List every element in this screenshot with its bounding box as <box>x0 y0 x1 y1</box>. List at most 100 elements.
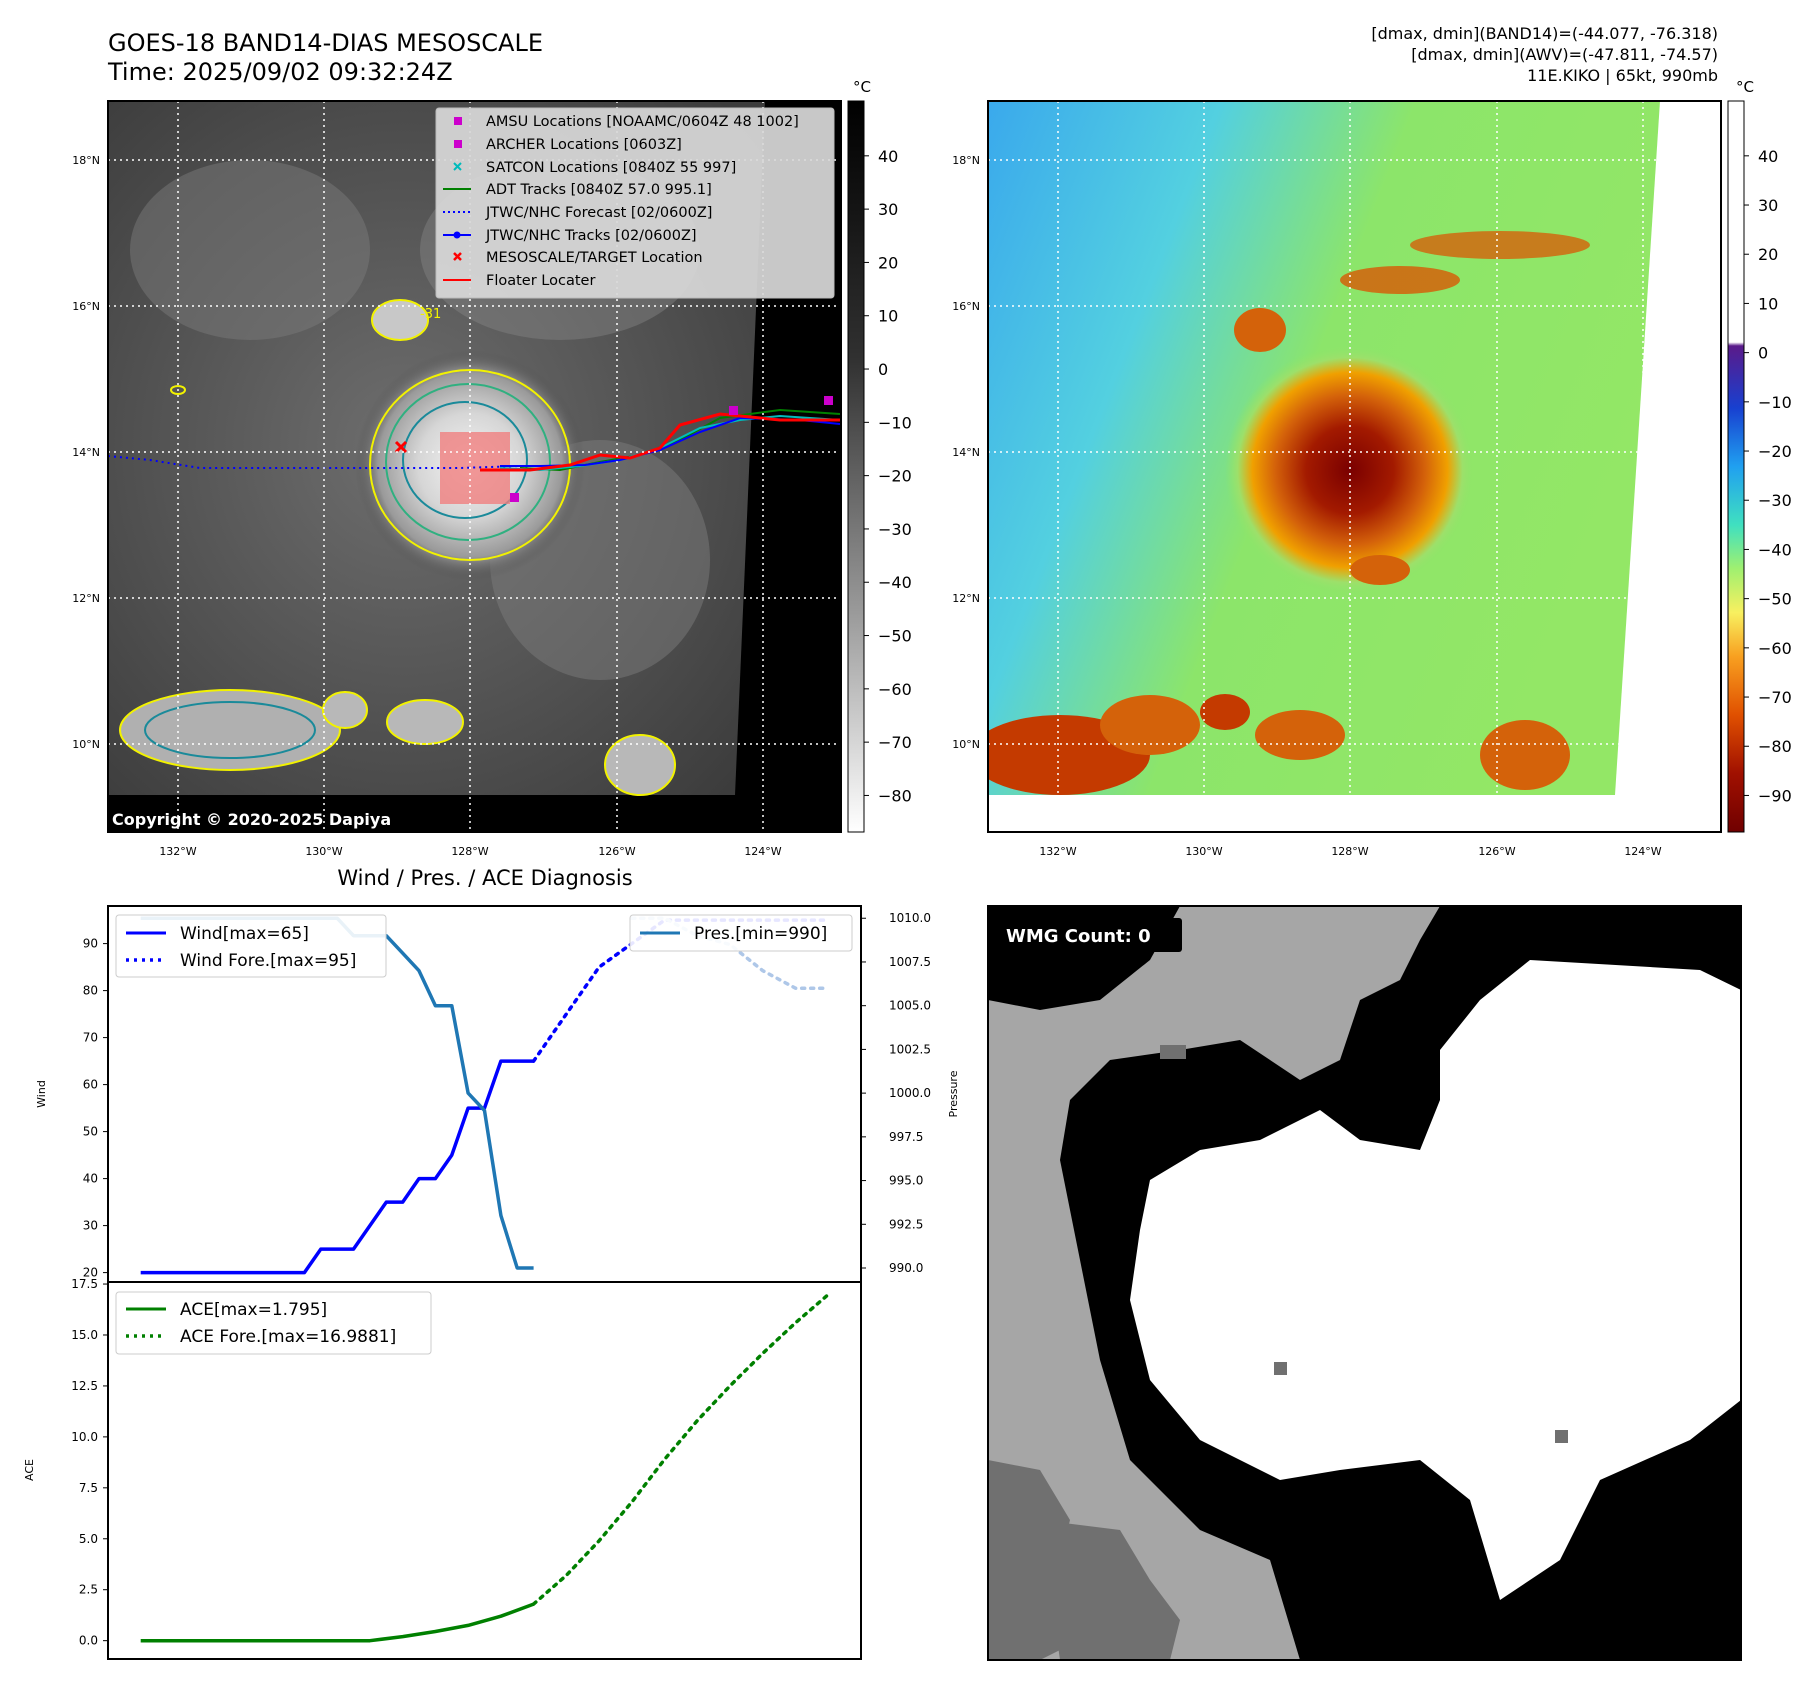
legend-label: JTWC/NHC Tracks [02/0600Z] <box>485 228 697 244</box>
map2-frame <box>987 100 1722 833</box>
storm-info: 11E.KIKO | 65kt, 990mb <box>1527 66 1718 85</box>
legend-label: JTWC/NHC Forecast [02/0600Z] <box>485 205 712 221</box>
ace-y-tick-label: 12.5 <box>71 1379 98 1393</box>
convective-cell <box>1410 231 1590 259</box>
ace-y-tick-label: 15.0 <box>71 1328 98 1342</box>
convective-cell <box>1100 695 1200 755</box>
colorbar-color-tick-label: −80 <box>1758 737 1792 756</box>
colorbar-gray-tick-label: −50 <box>878 627 912 646</box>
pressure-y-tick-label: 1005.0 <box>889 999 931 1013</box>
map-legend: AMSU Locations [NOAAMC/0604Z 48 1002] AR… <box>435 107 835 299</box>
ace-y-tick-label: 7.5 <box>79 1481 98 1495</box>
legend-dot-marker <box>453 231 461 239</box>
lon-label: 132°W <box>159 845 196 858</box>
pressure-y-tick-label: 1010.0 <box>889 911 931 925</box>
wind-legend-box <box>115 914 387 978</box>
contour-cell <box>144 701 316 759</box>
colorbar-gray-tick-label: 30 <box>878 200 898 219</box>
ace-y-tick-label: 0.0 <box>79 1634 98 1648</box>
figure-time: Time: 2025/09/02 09:32:24Z <box>107 58 453 86</box>
legend-x-marker <box>453 252 462 261</box>
archer-marker <box>729 406 738 415</box>
ace-axis-label: ACE <box>23 1459 36 1481</box>
ace-y-tick-label: 2.5 <box>79 1583 98 1597</box>
colorbar-color-tick-label: −90 <box>1758 786 1792 805</box>
legend-square-marker <box>454 140 462 148</box>
legend-label: ARCHER Locations [0603Z] <box>486 137 682 153</box>
lat-label: 16°N <box>72 300 100 313</box>
lon-label: 124°W <box>1624 845 1661 858</box>
colorbar-gray-tick-label: −80 <box>878 786 912 805</box>
pressure-y-tick-label: 995.0 <box>889 1174 923 1188</box>
wind-legend-label: Wind[max=65] <box>180 924 309 944</box>
archer-marker <box>824 396 833 405</box>
wind-y-tick-label: 40 <box>83 1172 98 1186</box>
amsu-marker <box>510 493 519 502</box>
lon-label: 124°W <box>744 845 781 858</box>
wind-y-tick-label: 30 <box>83 1219 98 1233</box>
storm-core-colored <box>1225 345 1475 595</box>
colorbar-color-tick-label: −40 <box>1758 540 1792 559</box>
ace-fore-legend-label: ACE Fore.[max=16.9881] <box>180 1327 396 1347</box>
pressure-y-tick-label: 1007.5 <box>889 955 931 969</box>
map1-frame <box>107 100 842 833</box>
copyright-notice: Copyright © 2020-2025 Dapiya <box>112 810 391 829</box>
legend-x-marker <box>453 162 462 171</box>
wmg-dark-gray-region <box>1040 1520 1180 1660</box>
convective-cell <box>1234 308 1286 352</box>
colorbar-gray-tick-label: −70 <box>878 733 912 752</box>
colorbar-color-tick-label: −50 <box>1758 590 1792 609</box>
lat-label: 10°N <box>72 738 100 751</box>
colorbar-color: °C 40 30 20 10 0 −10 −20 −30 −40 −50 −60 −70 −80 −90 <box>1727 78 1792 833</box>
contour-cell <box>119 689 341 771</box>
colorbar-gray-tick-label: −40 <box>878 573 912 592</box>
legend-square-marker <box>454 117 462 125</box>
wind-y-tick-label: 20 <box>83 1266 98 1280</box>
series-line-pres-fore <box>630 916 831 990</box>
lon-label: 130°W <box>1185 845 1222 858</box>
series-line-ace-fore-max-16-9881 <box>531 1292 831 1606</box>
lon-label: 126°W <box>598 845 635 858</box>
wind-y-tick-label: 90 <box>83 937 98 951</box>
lat-label: 18°N <box>952 154 980 167</box>
pres-legend-box <box>629 914 853 952</box>
contour-cell <box>371 299 429 341</box>
contour-cell <box>604 734 676 796</box>
colorbar-color-tick-label: 40 <box>1758 147 1778 166</box>
wmg-dark-gray-pixel <box>1555 1430 1568 1443</box>
lat-label: 12°N <box>72 592 100 605</box>
colorbar-color-tick-label: 20 <box>1758 245 1778 264</box>
color-map-panel: 18°N 16°N 14°N 12°N 10°N 132°W 130°W 128… <box>952 100 1722 858</box>
diagnosis-title: Wind / Pres. / ACE Diagnosis <box>337 866 632 890</box>
wmg-dark-gray-pixel <box>1160 1045 1186 1059</box>
legend-box <box>435 107 835 299</box>
pressure-y-tick-label: 992.5 <box>889 1217 923 1231</box>
pres-legend-label: Pres.[min=990] <box>694 924 827 944</box>
pressure-y-tick-label: 997.5 <box>889 1130 923 1144</box>
wind-axis-label: Wind <box>35 1080 48 1108</box>
colorbar-color-bar <box>1727 100 1745 833</box>
wind-y-tick-label: 80 <box>83 984 98 998</box>
convective-cell <box>1255 710 1345 760</box>
pressure-y-tick-label: 1002.5 <box>889 1042 931 1056</box>
legend-label: SATCON Locations [0840Z 55 997] <box>486 160 736 176</box>
lat-label: 18°N <box>72 154 100 167</box>
colorbar-color-tick-label: 0 <box>1758 344 1768 363</box>
ace-y-tick-label: 17.5 <box>71 1277 98 1291</box>
colorbar-color-tick-label: −70 <box>1758 688 1792 707</box>
ace-y-tick-label: 10.0 <box>71 1430 98 1444</box>
lon-label: 132°W <box>1039 845 1076 858</box>
legend-label: AMSU Locations [NOAAMC/0604Z 48 1002] <box>486 114 799 130</box>
legend-label: ADT Tracks [0840Z 57.0 995.1] <box>486 182 712 198</box>
contour-cell <box>386 699 464 745</box>
awv-stats: [dmax, dmin](AWV)=(-47.811, -74.57) <box>1411 45 1718 64</box>
colorbar-color-tick-label: −30 <box>1758 491 1792 510</box>
jtwc-forecast-track <box>108 455 521 469</box>
colorbar-color-tick-label: −60 <box>1758 639 1792 658</box>
colorbar-gray-tick-label: −60 <box>878 680 912 699</box>
colorbar-color-tick-label: 10 <box>1758 294 1778 313</box>
ace-legend-label: ACE[max=1.795] <box>180 1300 327 1320</box>
band14-stats: [dmax, dmin](BAND14)=(-44.077, -76.318) <box>1371 24 1718 43</box>
ace-legend-box <box>115 1291 432 1355</box>
